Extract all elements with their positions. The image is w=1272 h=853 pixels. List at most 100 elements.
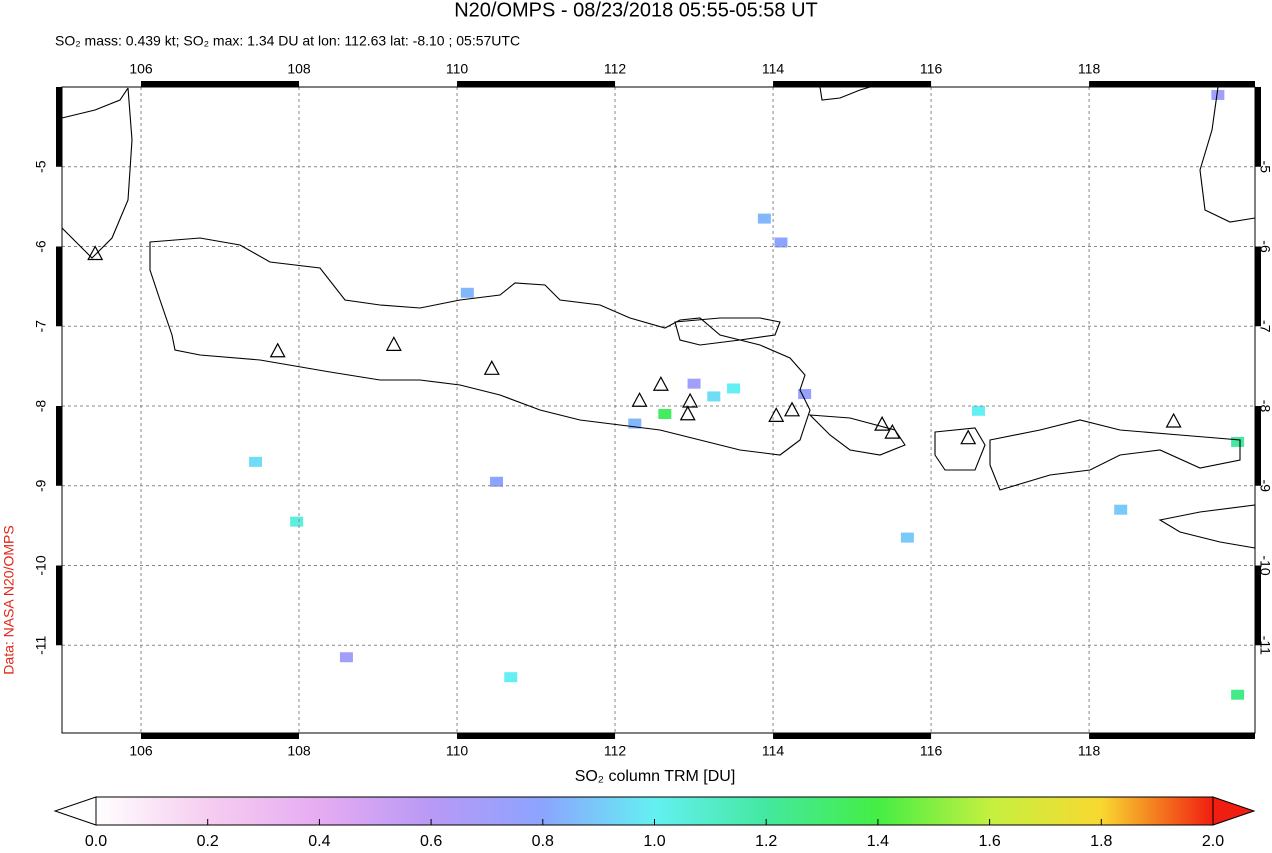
coast-sumba bbox=[1158, 504, 1256, 549]
volcano bbox=[682, 392, 699, 408]
y-tick-label-left: -6 bbox=[33, 240, 49, 253]
volcano bbox=[784, 401, 801, 417]
colorbar-tick-label: 1.0 bbox=[643, 833, 665, 850]
x-tick-label-top: 106 bbox=[129, 61, 153, 77]
colorbar-tick-label: 1.4 bbox=[867, 833, 889, 850]
x-tick-label-top: 118 bbox=[1078, 61, 1101, 77]
x-tick-label-bottom: 112 bbox=[604, 743, 627, 759]
colorbar-tick-label: 2.0 bbox=[1202, 833, 1224, 850]
frame-bar bbox=[56, 87, 62, 167]
y-tick-label-right: -7 bbox=[1257, 320, 1272, 333]
so2-pixel bbox=[1211, 89, 1225, 100]
colorbar-label: SO₂ column TRM [DU] bbox=[575, 768, 736, 785]
frame-bar bbox=[1255, 246, 1261, 327]
x-tick-label-top: 110 bbox=[446, 61, 469, 77]
colorbar-tick-label: 0.4 bbox=[308, 833, 330, 850]
y-tick-label-right: -9 bbox=[1257, 480, 1272, 493]
volcano bbox=[483, 360, 500, 375]
so2-pixel bbox=[757, 213, 771, 224]
volcano bbox=[960, 429, 977, 445]
graticule bbox=[62, 87, 1255, 733]
coast-lombok bbox=[934, 427, 986, 471]
colorbar-tick-label: 0.8 bbox=[532, 833, 554, 850]
so2-pixel bbox=[1231, 436, 1245, 447]
coast-sulawesi bbox=[1199, 86, 1256, 223]
frame-bar bbox=[1255, 406, 1261, 486]
so2-pixel bbox=[290, 516, 304, 527]
frame-bar bbox=[56, 406, 62, 486]
tick-labels: 106 106 108 108 110 110 112 112 114 114 116 116 118 1… bbox=[33, 61, 1272, 759]
colorbar-ticks: 0.0 0.2 0.4 0.6 0.8 1.0 1.2 1.4 1.6 1.8 2.0 bbox=[85, 819, 1224, 850]
x-tick-label-bottom: 108 bbox=[287, 743, 311, 759]
volcano bbox=[768, 407, 785, 422]
volcano bbox=[652, 376, 669, 391]
so2-pixel bbox=[339, 652, 353, 663]
colorbar-tick-label: 0.6 bbox=[420, 833, 442, 850]
so2-pixel bbox=[628, 418, 642, 429]
volcano-layer bbox=[87, 245, 1182, 445]
y-tick-label-left: -10 bbox=[33, 555, 49, 575]
y-tick-label-left: -9 bbox=[33, 479, 49, 492]
coast-java bbox=[149, 237, 811, 456]
x-tick-label-bottom: 118 bbox=[1078, 743, 1101, 759]
colorbar-tick-label: 1.6 bbox=[978, 833, 1000, 850]
volcano bbox=[269, 342, 286, 358]
coastlines bbox=[61, 86, 1256, 549]
so2-pixel bbox=[504, 672, 518, 683]
frame-bar bbox=[141, 733, 300, 739]
y-tick-label-right: -5 bbox=[1257, 161, 1272, 174]
frame-bar bbox=[1255, 565, 1261, 646]
so2-pixel bbox=[900, 532, 914, 543]
coast-borneo bbox=[819, 86, 871, 101]
volcano bbox=[1165, 412, 1182, 428]
so2-pixel bbox=[460, 287, 474, 298]
x-tick-label-bottom: 110 bbox=[446, 743, 469, 759]
x-tick-label-top: 108 bbox=[287, 61, 311, 77]
so2-pixel bbox=[1231, 689, 1245, 700]
so2-pixel bbox=[658, 408, 672, 419]
colorbar-low-arrow bbox=[53, 796, 97, 826]
y-tick-label-right: -10 bbox=[1257, 555, 1272, 575]
so2-pixel bbox=[1114, 504, 1128, 515]
frame-bar bbox=[1255, 87, 1261, 167]
colorbar-tick-label: 1.8 bbox=[1090, 833, 1112, 850]
so2-pixel bbox=[798, 389, 812, 400]
volcano bbox=[631, 391, 648, 407]
coast-bali bbox=[808, 414, 906, 456]
source-credit: Data: NASA N20/OMPS bbox=[1, 525, 17, 674]
title: N20/OMPS - 08/23/2018 05:55-05:58 UT bbox=[454, 0, 818, 21]
so2-pixel bbox=[687, 378, 701, 389]
frame-bar bbox=[773, 733, 932, 739]
pixel-layer bbox=[249, 89, 1245, 700]
colorbar-tick-label: 0.0 bbox=[85, 833, 107, 850]
subtitle: SO₂ mass: 0.439 kt; SO₂ max: 1.34 DU at … bbox=[55, 33, 520, 49]
y-tick-label-left: -11 bbox=[33, 635, 49, 654]
volcano bbox=[87, 245, 104, 261]
so2-pixel bbox=[707, 391, 721, 402]
colorbar-tick-label: 1.2 bbox=[755, 833, 777, 850]
y-tick-label-right: -8 bbox=[1257, 400, 1272, 413]
y-tick-label-left: -5 bbox=[33, 160, 49, 173]
frame-bar bbox=[457, 81, 616, 87]
volcano bbox=[874, 415, 891, 431]
volcano bbox=[385, 336, 402, 351]
y-tick-label-left: -7 bbox=[33, 320, 49, 333]
frame-bar bbox=[141, 81, 300, 87]
so2-pixel bbox=[727, 383, 741, 394]
so2-pixel bbox=[774, 237, 788, 248]
x-tick-label-top: 116 bbox=[920, 61, 943, 77]
y-tick-label-left: -8 bbox=[33, 400, 49, 413]
so2-pixel bbox=[971, 405, 985, 416]
x-tick-label-top: 114 bbox=[762, 61, 785, 77]
so2-pixel bbox=[490, 476, 504, 487]
coast-madura bbox=[674, 317, 781, 346]
colorbar-tick-label: 0.2 bbox=[197, 833, 219, 850]
x-tick-label-bottom: 106 bbox=[129, 743, 153, 759]
coast-sumatra bbox=[61, 87, 133, 259]
frame-bar bbox=[457, 733, 616, 739]
x-tick-label-top: 112 bbox=[604, 61, 627, 77]
frame-bar bbox=[56, 246, 62, 327]
